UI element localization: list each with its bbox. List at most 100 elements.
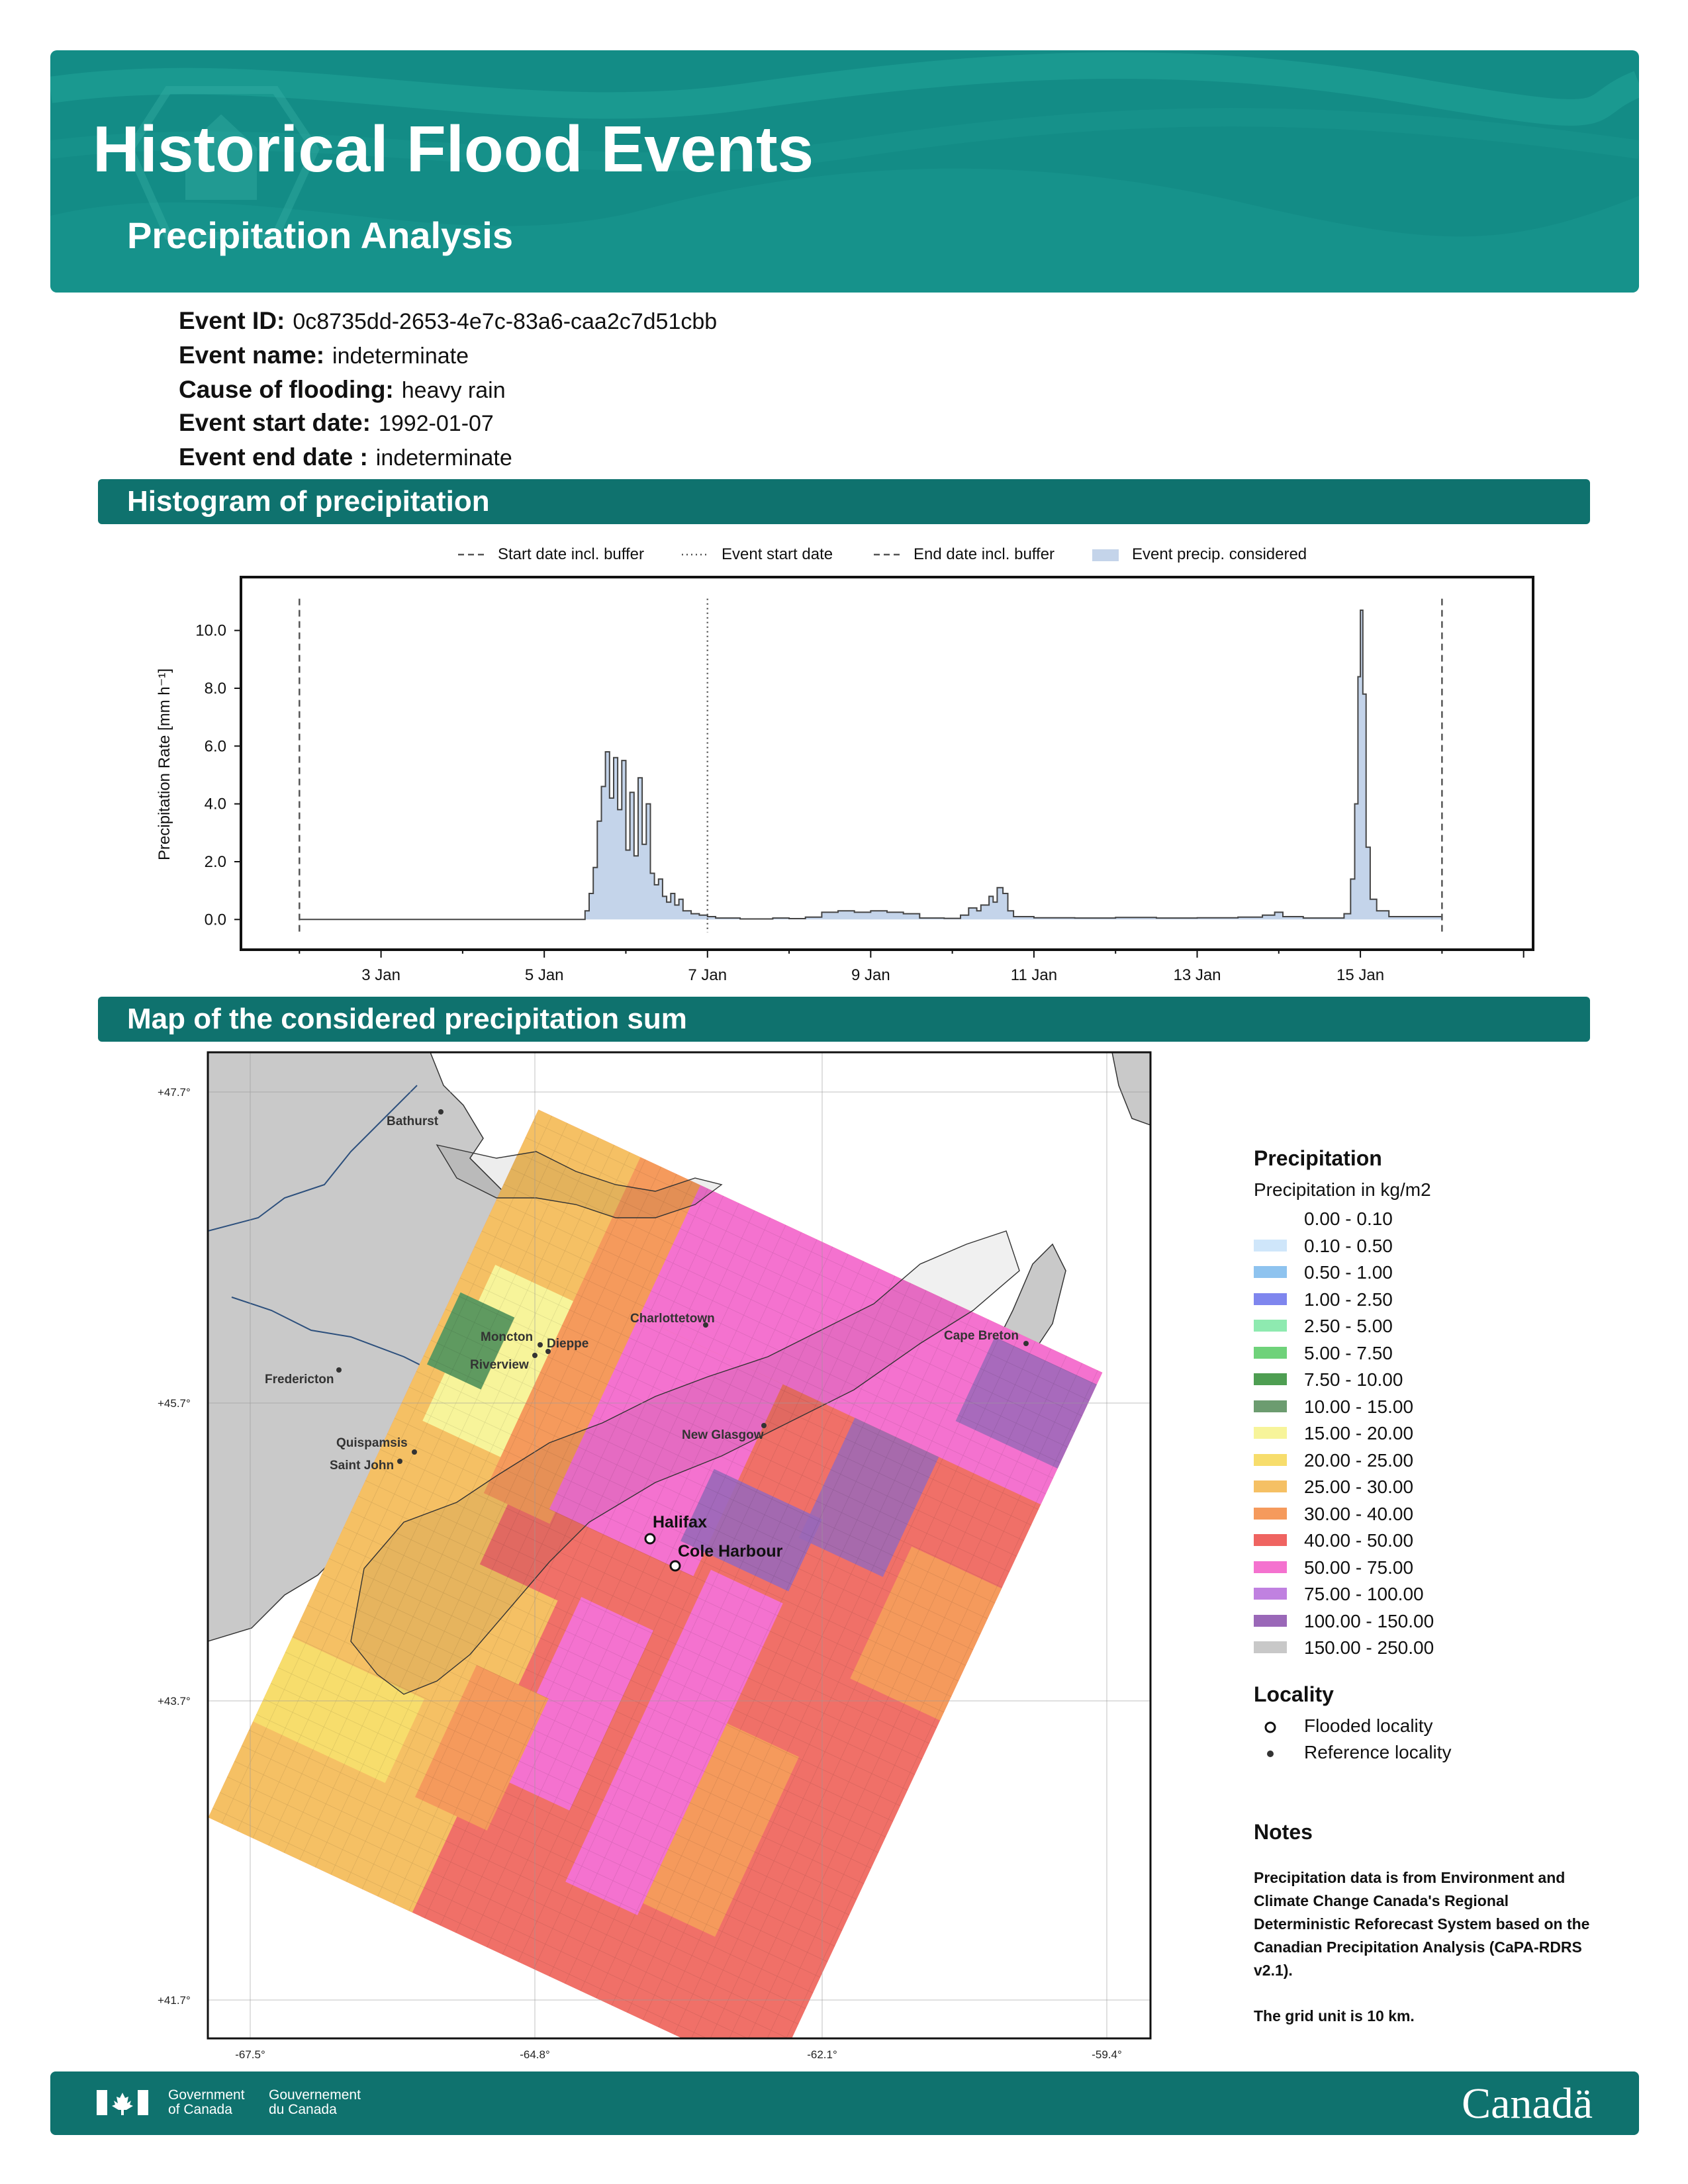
event-id-value: 0c8735dd-2653-4e7c-83a6-caa2c7d51cbb bbox=[293, 309, 718, 334]
legend-swatch bbox=[1254, 1346, 1287, 1359]
legend-class-label: 2.50 - 5.00 bbox=[1304, 1316, 1393, 1336]
lat-label: +47.7° bbox=[158, 1086, 191, 1099]
legend-class-label: 10.00 - 15.00 bbox=[1304, 1396, 1414, 1417]
legend-notes-title: Notes bbox=[1254, 1820, 1313, 1844]
svg-text:Charlottetown: Charlottetown bbox=[630, 1312, 715, 1326]
x-tick-label: 15 Jan bbox=[1336, 966, 1384, 984]
locality-quispamsis: Quispamsis bbox=[336, 1436, 417, 1455]
legend-swatch bbox=[1254, 1588, 1287, 1600]
x-tick-label: 13 Jan bbox=[1173, 966, 1221, 984]
gov-fr-line2: du Canada bbox=[269, 2102, 337, 2117]
canada-wordmark: Canadä bbox=[1462, 2079, 1593, 2128]
locality-fredericton: Fredericton bbox=[265, 1367, 342, 1387]
svg-text:Cape Breton: Cape Breton bbox=[944, 1329, 1019, 1343]
legend-notes: Precipitation data is from Environment a… bbox=[1254, 1866, 1605, 2050]
land-pei bbox=[436, 1144, 723, 1218]
legend-class-label: 0.50 - 1.00 bbox=[1304, 1262, 1393, 1283]
canada-flag-icon bbox=[97, 2090, 148, 2115]
precip-area bbox=[299, 610, 1442, 920]
legend-swatch bbox=[1254, 1561, 1287, 1573]
y-tick-label: 10.0 bbox=[195, 622, 226, 640]
event-name-label: Event name: bbox=[179, 341, 325, 369]
y-tick-label: 6.0 bbox=[205, 737, 226, 755]
lat-label: +45.7° bbox=[158, 1397, 191, 1410]
svg-text:Dieppe: Dieppe bbox=[547, 1337, 588, 1351]
svg-text:Riverview: Riverview bbox=[470, 1358, 529, 1372]
legend-flooded-row: Flooded locality bbox=[1254, 1714, 1585, 1741]
legend-swatch bbox=[1254, 1212, 1287, 1224]
footer-bar: Government of Canada Gouvernement du Can… bbox=[50, 2071, 1639, 2135]
event-cause-label: Cause of flooding: bbox=[179, 376, 394, 403]
legend-event-precip-label: Event precip. considered bbox=[1132, 545, 1307, 563]
legend-class-label: 5.00 - 7.50 bbox=[1304, 1342, 1393, 1363]
locality-new-glasgow: New Glasgow bbox=[682, 1423, 767, 1442]
note-paragraph: The grid unit is 10 km. bbox=[1254, 2007, 1415, 2025]
legend-class-label: 40.00 - 50.00 bbox=[1304, 1530, 1414, 1551]
x-tick-label: 9 Jan bbox=[851, 966, 890, 984]
section-map-title: Map of the considered precipitation sum bbox=[98, 997, 1590, 1042]
legend-reference-row: Reference locality bbox=[1254, 1741, 1585, 1767]
legend-swatch bbox=[1254, 1239, 1287, 1251]
legend-class-label: 15.00 - 20.00 bbox=[1304, 1423, 1414, 1443]
y-tick-label: 2.0 bbox=[205, 853, 226, 871]
legend-end-buffer-label: End date incl. buffer bbox=[914, 545, 1055, 563]
legend-reference-label: Reference locality bbox=[1304, 1742, 1452, 1762]
svg-text:Fredericton: Fredericton bbox=[265, 1373, 334, 1387]
event-start-row: Event start date: 1992-01-07 bbox=[179, 410, 494, 435]
legend-swatch bbox=[1254, 1614, 1287, 1627]
legend-class-label: 7.50 - 10.00 bbox=[1304, 1369, 1403, 1390]
legend-class-label: 100.00 - 150.00 bbox=[1304, 1610, 1434, 1631]
flooded-marker-icon bbox=[1264, 1721, 1276, 1733]
lon-label: -67.5° bbox=[235, 2048, 265, 2061]
x-tick-label: 11 Jan bbox=[1011, 966, 1057, 984]
gov-en-line1: Government bbox=[168, 2087, 245, 2103]
y-tick-label: 4.0 bbox=[205, 796, 226, 813]
svg-text:New Glasgow: New Glasgow bbox=[682, 1428, 764, 1442]
legend-class-label: 0.00 - 0.10 bbox=[1304, 1208, 1393, 1229]
legend-swatch bbox=[1254, 1266, 1287, 1278]
legend-class-label: 0.10 - 0.50 bbox=[1304, 1235, 1393, 1256]
locality-cape-breton: Cape Breton bbox=[944, 1329, 1029, 1346]
x-tick-label: 3 Jan bbox=[361, 966, 400, 984]
y-axis-label: Precipitation Rate [mm h⁻¹] bbox=[156, 668, 173, 860]
svg-text:Saint John: Saint John bbox=[330, 1459, 394, 1473]
event-cause-value: heavy rain bbox=[401, 378, 506, 403]
house-icon bbox=[125, 86, 320, 240]
plot-frame bbox=[240, 576, 1534, 951]
locality-cole-harbour: Cole Harbour bbox=[669, 1542, 783, 1572]
legend-precip-subtitle: Precipitation in kg/m2 bbox=[1254, 1179, 1431, 1200]
legend-class-label: 20.00 - 25.00 bbox=[1304, 1449, 1414, 1471]
header-banner: Historical Flood Events Precipitation An… bbox=[50, 50, 1639, 293]
legend-swatch bbox=[1254, 1641, 1287, 1653]
page-title: Historical Flood Events bbox=[93, 113, 814, 185]
legend-class-label: 1.00 - 2.50 bbox=[1304, 1289, 1393, 1310]
lon-label: -59.4° bbox=[1092, 2048, 1122, 2061]
legend-class-label: 75.00 - 100.00 bbox=[1304, 1584, 1424, 1604]
gov-en-line2: of Canada bbox=[168, 2102, 232, 2117]
legend-event-start-label: Event start date bbox=[722, 545, 833, 563]
precip-line bbox=[299, 610, 1443, 921]
lon-label: -64.8° bbox=[520, 2048, 550, 2061]
legend-class-label: 50.00 - 75.00 bbox=[1304, 1557, 1414, 1578]
legend-class-label: 150.00 - 250.00 bbox=[1304, 1637, 1434, 1658]
locality-charlottetown: Charlottetown bbox=[630, 1312, 715, 1328]
legend-swatch bbox=[1254, 1293, 1287, 1305]
locality-saint-john: Saint John bbox=[330, 1459, 402, 1473]
land-newfoundland bbox=[1111, 1052, 1150, 1126]
legend-class-list: 0.00 - 0.10 0.10 - 0.50 0.50 - 1.00 1.00 - … bbox=[1254, 1206, 1611, 1669]
event-name-value: indeterminate bbox=[332, 343, 469, 369]
legend-class-label: 30.00 - 40.00 bbox=[1304, 1503, 1414, 1524]
lat-label: +43.7° bbox=[158, 1695, 191, 1707]
legend-swatch bbox=[1254, 1320, 1287, 1332]
legend-swatch bbox=[1254, 1373, 1287, 1385]
precipitation-histogram: 0.0 2.0 4.0 6.0 8.0 10.0 3 Jan 5 Jan 7 Jan 9 Jan… bbox=[156, 576, 1534, 984]
svg-text:Cole Harbour: Cole Harbour bbox=[678, 1542, 783, 1561]
svg-text:Halifax: Halifax bbox=[653, 1513, 707, 1531]
legend-swatch bbox=[1254, 1480, 1287, 1492]
legend-swatch bbox=[1254, 1534, 1287, 1546]
event-end-label: Event end date : bbox=[179, 443, 368, 471]
legend-swatch bbox=[1254, 1400, 1287, 1412]
x-tick-label: 7 Jan bbox=[688, 966, 727, 984]
x-tick-label: 5 Jan bbox=[525, 966, 564, 984]
y-tick-label: 8.0 bbox=[205, 680, 226, 698]
